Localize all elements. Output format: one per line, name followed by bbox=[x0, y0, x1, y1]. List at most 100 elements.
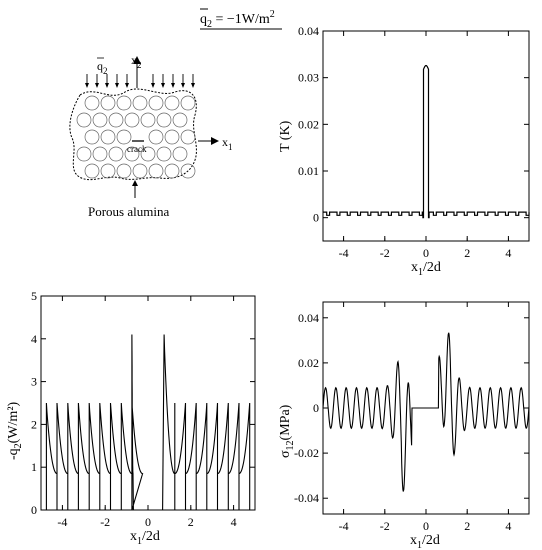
pore-circle bbox=[140, 112, 156, 128]
y-tick-label: 0.03 bbox=[298, 71, 319, 85]
chart-temperature: -4 -2 0 2 4 0 0.01 0.02 0.03 0.04 x1/2d T (K) bbox=[278, 24, 530, 278]
load-arrows bbox=[85, 74, 195, 88]
pores-group bbox=[76, 95, 196, 179]
pore-circle bbox=[116, 129, 132, 145]
porous-body-outline bbox=[69, 88, 197, 181]
chart-q2-ticks: -4 -2 0 2 4 0 1 2 3 4 5 bbox=[31, 289, 255, 529]
figure-title-sup: 2 bbox=[270, 9, 275, 20]
x-tick-label: 4 bbox=[505, 519, 511, 533]
figure-title-sub: 2 bbox=[207, 19, 212, 30]
chart-q2-series-line bbox=[45, 334, 251, 511]
pore-circle bbox=[180, 129, 196, 145]
pore-circle bbox=[76, 146, 92, 162]
pore-circle bbox=[148, 129, 164, 145]
chart-q2-frame bbox=[40, 295, 256, 511]
x-tick-label: 4 bbox=[505, 246, 511, 260]
x1-arrowhead bbox=[211, 137, 219, 145]
pore-circle bbox=[164, 129, 180, 145]
y-tick-label: 1 bbox=[31, 460, 37, 474]
pore-circle bbox=[100, 163, 116, 179]
pore-circle bbox=[164, 163, 180, 179]
x-tick-label: 2 bbox=[188, 515, 194, 529]
chart-sigma12-ticks: -4 -2 0 2 4 0.04 0.02 0 -0.02 -0.04 bbox=[294, 302, 529, 533]
pore-circle bbox=[108, 112, 124, 128]
pore-circle bbox=[156, 112, 172, 128]
load-arrowhead bbox=[151, 83, 155, 88]
y-tick-label: 0 bbox=[313, 401, 319, 415]
chart-T-ticks: -4 -2 0 2 4 0 0.01 0.02 0.03 0.04 bbox=[298, 24, 529, 260]
pore-circle bbox=[116, 163, 132, 179]
x-tick-label: 0 bbox=[423, 246, 429, 260]
load-arrowhead bbox=[181, 83, 185, 88]
figure-title-rest: = −1W/m bbox=[212, 12, 270, 27]
x-tick-label: -2 bbox=[380, 246, 390, 260]
y-tick-label: 0 bbox=[31, 503, 37, 517]
pore-circle bbox=[124, 146, 140, 162]
y-tick-label: -0.02 bbox=[294, 446, 319, 460]
y-tick-label: 2 bbox=[31, 417, 37, 431]
pore-circle bbox=[172, 146, 188, 162]
pore-circle bbox=[100, 129, 116, 145]
chart-sigma12-series-line bbox=[322, 332, 530, 492]
pore-circle bbox=[84, 163, 100, 179]
x-tick-label: 4 bbox=[231, 515, 237, 529]
load-arrowhead bbox=[95, 83, 99, 88]
pore-circle bbox=[84, 129, 100, 145]
load-arrowhead bbox=[85, 83, 89, 88]
chart-heat-flux: -4 -2 0 2 4 0 1 2 3 4 5 x1/2d -q2(W/m²) bbox=[6, 289, 256, 547]
schematic-diagram: q2 x2 x1 crack Porous alumina bbox=[69, 53, 233, 219]
pore-circle bbox=[148, 95, 164, 111]
pore-circle bbox=[140, 146, 156, 162]
y-tick-label: 0.01 bbox=[298, 164, 319, 178]
y-tick-label: 0 bbox=[313, 211, 319, 225]
pore-circle bbox=[108, 146, 124, 162]
pore-circle bbox=[156, 146, 172, 162]
x2-arrowhead bbox=[133, 56, 141, 64]
pore-circle bbox=[76, 112, 92, 128]
load-arrowhead bbox=[171, 83, 175, 88]
pore-circle bbox=[100, 95, 116, 111]
pore-circle bbox=[92, 112, 108, 128]
pore-circle bbox=[132, 95, 148, 111]
y-tick-label: 0.02 bbox=[298, 356, 319, 370]
x-tick-label: -2 bbox=[380, 519, 390, 533]
material-label: Porous alumina bbox=[88, 204, 169, 219]
pore-circle bbox=[172, 112, 188, 128]
material-pointer-head bbox=[132, 180, 138, 186]
chart-sigma12-ylabel: σ12(MPa) bbox=[278, 404, 296, 458]
x-tick-label: -4 bbox=[339, 519, 349, 533]
y-tick-label: -0.04 bbox=[294, 491, 319, 505]
chart-sigma12-xlabel: x1/2d bbox=[410, 533, 440, 550]
chart-shear-stress: -4 -2 0 2 4 0.04 0.02 0 -0.02 -0.04 x1/2d σ12(MPa… bbox=[278, 301, 530, 550]
load-label: q2 bbox=[97, 59, 108, 76]
y-tick-label: 5 bbox=[31, 289, 37, 303]
x-tick-label: -4 bbox=[57, 515, 67, 529]
load-arrowhead bbox=[125, 83, 129, 88]
pore-circle bbox=[124, 112, 140, 128]
pore-circle bbox=[148, 163, 164, 179]
load-arrowhead bbox=[105, 83, 109, 88]
figure-title-base: q bbox=[200, 12, 207, 27]
x-tick-label: -4 bbox=[339, 246, 349, 260]
pore-circle bbox=[180, 95, 196, 111]
crack-label: crack bbox=[127, 144, 147, 154]
load-arrowhead bbox=[161, 83, 165, 88]
y-tick-label: 0.02 bbox=[298, 117, 319, 131]
y-tick-label: 0.04 bbox=[298, 311, 319, 325]
x-tick-label: -2 bbox=[100, 515, 110, 529]
chart-T-series-line bbox=[323, 64, 530, 219]
pore-circle bbox=[116, 95, 132, 111]
chart-T-xlabel: x1/2d bbox=[411, 260, 441, 278]
pore-circle bbox=[180, 163, 196, 179]
chart-q2-ylabel: -q2(W/m²) bbox=[6, 401, 24, 460]
pore-circle bbox=[92, 146, 108, 162]
x-tick-label: 0 bbox=[145, 515, 151, 529]
svg-text:q2 = −1W/m2: q2 = −1W/m2 bbox=[200, 9, 275, 30]
pore-circle bbox=[84, 95, 100, 111]
x2-label: x2 bbox=[131, 53, 142, 70]
chart-q2-xlabel: x1/2d bbox=[130, 529, 160, 547]
pore-circle bbox=[164, 95, 180, 111]
load-arrowhead bbox=[115, 83, 119, 88]
chart-T-ylabel: T (K) bbox=[278, 120, 293, 152]
